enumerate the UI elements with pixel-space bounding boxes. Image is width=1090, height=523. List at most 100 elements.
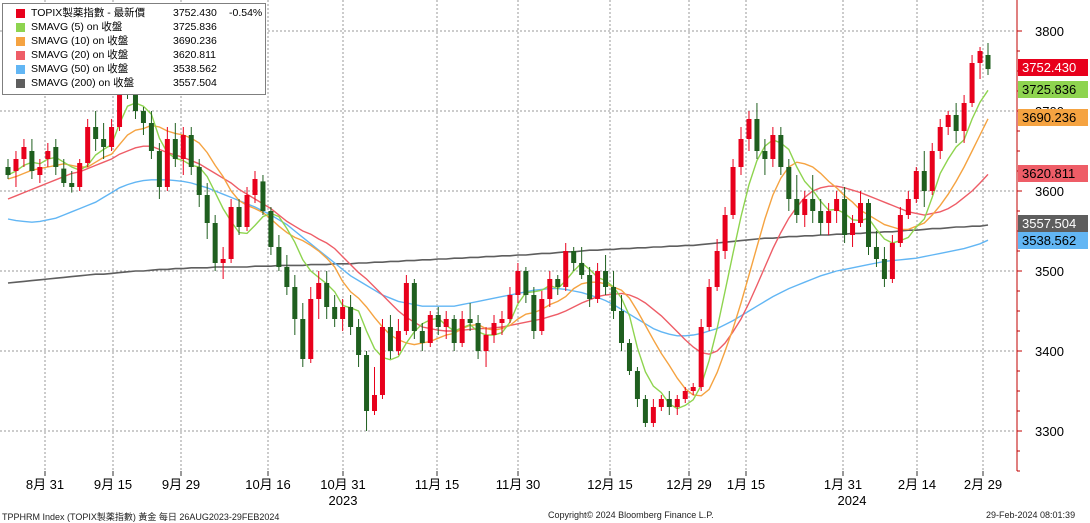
x-tick-label: 8月 31 — [26, 477, 64, 492]
candle-body — [236, 207, 242, 227]
candle-body — [985, 55, 991, 70]
legend-swatch-price — [16, 9, 25, 18]
candle-body — [794, 199, 800, 215]
candle-body — [658, 399, 664, 407]
candle-body — [451, 319, 457, 343]
candle — [364, 351, 370, 431]
candle-body — [802, 199, 808, 215]
footer-timestamp: 29-Feb-2024 08:01:39 — [986, 510, 1076, 520]
candle-body — [977, 51, 983, 63]
candle-body — [427, 315, 433, 343]
candle — [268, 207, 274, 255]
candle-body — [523, 271, 529, 295]
price-tag: 3725.836 — [1018, 81, 1088, 98]
candle-body — [507, 295, 513, 319]
candle-body — [29, 151, 35, 171]
y-tick-label: 3300 — [1035, 424, 1064, 439]
candle — [706, 279, 712, 331]
legend-value: 3538.562 — [173, 63, 217, 75]
candle — [435, 307, 441, 335]
candle — [93, 111, 99, 151]
price-tag: 3620.811 — [1018, 165, 1088, 182]
candle — [603, 255, 609, 295]
candle — [395, 319, 401, 355]
candle — [212, 215, 218, 271]
candle-body — [555, 279, 561, 287]
legend-name: SMAVG (200) on 收盤 — [31, 77, 135, 89]
candle-body — [196, 167, 202, 195]
candle-body — [642, 399, 648, 423]
candle-body — [156, 151, 162, 187]
candle-body — [698, 327, 704, 387]
candle — [881, 247, 887, 287]
legend-swatch-sma20 — [16, 51, 25, 60]
candle — [13, 151, 19, 187]
candle-body — [730, 167, 736, 215]
candle-body — [268, 211, 274, 247]
x-tick-label: 11月 30 — [496, 477, 541, 492]
x-tick-label: 2月 29 — [964, 477, 1002, 492]
x-tick-label: 12月 29 — [666, 477, 712, 492]
candle — [682, 387, 688, 403]
candle-body — [945, 115, 951, 127]
candle — [37, 159, 43, 183]
candle-body — [172, 139, 178, 159]
x-tick-label: 1月 31 — [824, 477, 862, 492]
candle-body — [889, 243, 895, 279]
candle — [109, 119, 115, 151]
candle — [292, 275, 298, 335]
candle — [873, 231, 879, 267]
legend-value: 3752.430 — [173, 7, 217, 19]
candle-body — [244, 195, 250, 227]
candle — [483, 327, 489, 367]
x-tick-label: 10月 31 — [320, 477, 366, 492]
y-axis-ticks: 330034003500360037003800 — [1017, 24, 1064, 472]
candle — [642, 395, 648, 427]
candle — [164, 127, 170, 191]
candle-body — [913, 171, 919, 199]
candle-body — [93, 127, 99, 139]
candle-body — [937, 127, 943, 151]
candle — [714, 239, 720, 291]
y-tick-label: 3500 — [1035, 264, 1064, 279]
candle-body — [260, 181, 266, 211]
candle — [897, 207, 903, 247]
candle-body — [961, 103, 967, 131]
candle — [499, 311, 505, 335]
candle-body — [491, 323, 497, 335]
candle-body — [356, 327, 362, 355]
candle-body — [674, 399, 680, 407]
candle — [969, 55, 975, 107]
candle-body — [587, 275, 593, 299]
candle-body — [826, 211, 832, 223]
candle — [507, 287, 513, 323]
candle — [961, 95, 967, 143]
legend-name: TOPIX製薬指數 - 最新價 — [31, 7, 146, 19]
legend-name: SMAVG (50) on 收盤 — [31, 63, 129, 75]
candle-body — [650, 407, 656, 423]
candle-body — [220, 259, 226, 263]
candle-body — [706, 287, 712, 327]
sma5-line — [7, 89, 989, 410]
candle — [746, 111, 752, 151]
candle-body — [443, 319, 449, 327]
candle-body — [53, 147, 59, 167]
candle — [595, 263, 601, 303]
candle-body — [778, 135, 784, 167]
candle-body — [435, 315, 441, 327]
candle — [308, 287, 314, 363]
candle-body — [419, 331, 425, 343]
candle-body — [897, 215, 903, 243]
candle-body — [563, 251, 569, 287]
candle — [148, 111, 154, 159]
candle-body — [539, 299, 545, 331]
candle-body — [595, 271, 601, 299]
legend-swatch-sma50 — [16, 65, 25, 74]
candle-body — [682, 391, 688, 399]
candle-body — [85, 127, 91, 163]
candle-body — [188, 135, 194, 167]
candle — [101, 123, 107, 159]
candle — [523, 267, 529, 303]
candle-body — [300, 319, 306, 359]
candle — [977, 47, 983, 79]
